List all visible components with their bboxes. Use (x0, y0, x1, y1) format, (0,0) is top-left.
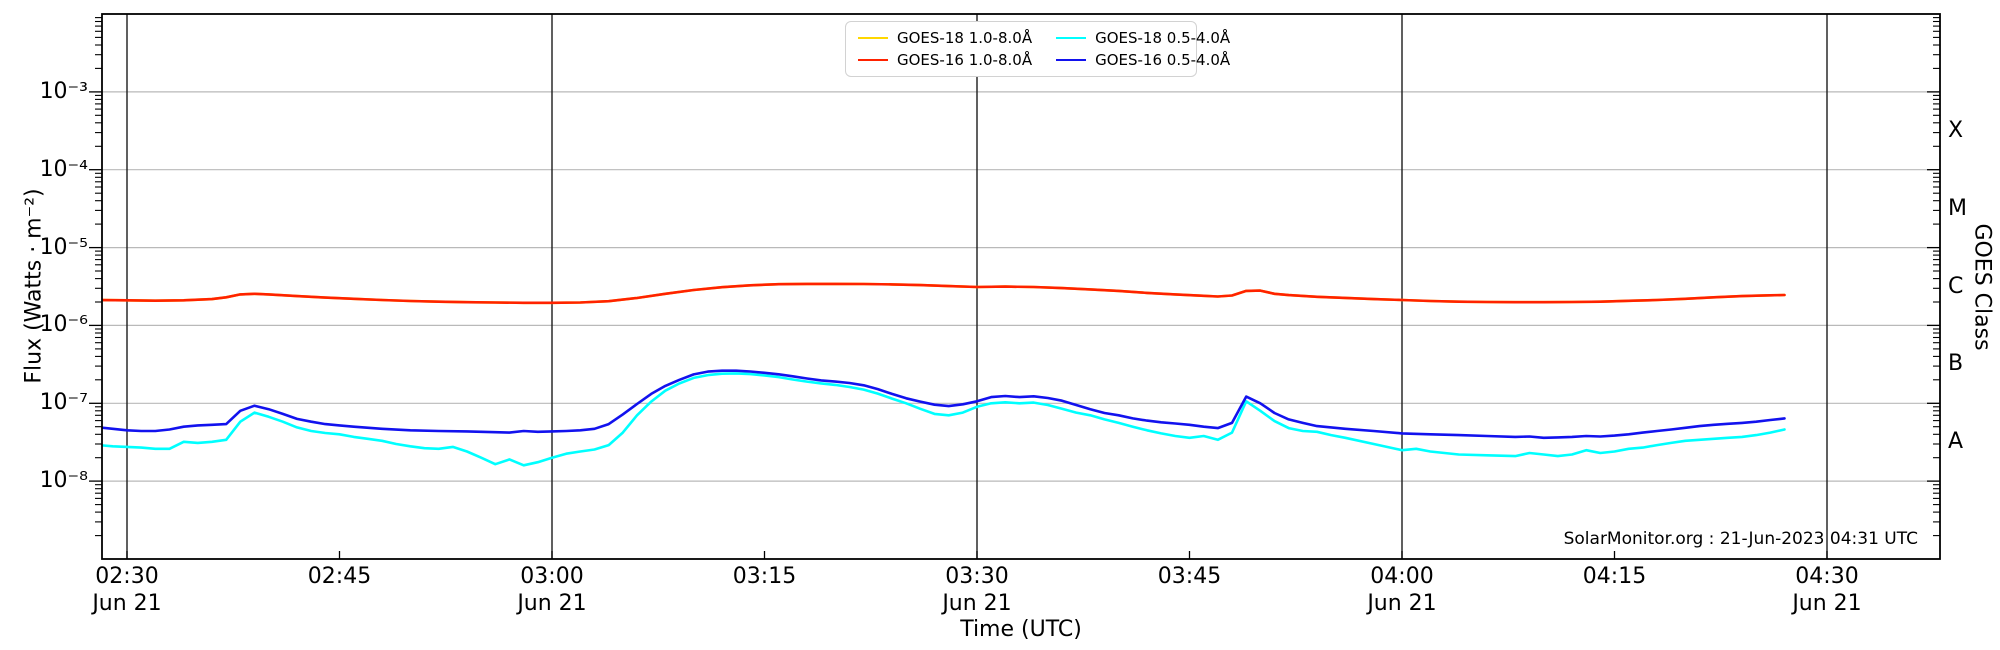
x-tick-label: 04:15 (1582, 564, 1647, 589)
legend-item: GOES-16 1.0-8.0Å (858, 51, 1032, 69)
legend-line-swatch (1056, 59, 1087, 61)
goes-class-letter: B (1948, 351, 1964, 377)
goes-class-letter: X (1948, 117, 1964, 143)
source-timestamp-annotation: SolarMonitor.org : 21-Jun-2023 04:31 UTC (1563, 529, 1918, 549)
y-tick-label: 10⁻⁴ (39, 156, 88, 182)
legend-line-swatch (858, 59, 888, 61)
legend-label: GOES-18 1.0-8.0Å (897, 29, 1033, 47)
legend-item: GOES-18 1.0-8.0Å (858, 29, 1032, 47)
x-tick-label: 02:30 (95, 564, 159, 589)
y-tick-label: 10⁻⁷ (39, 390, 88, 416)
x-tick-date-label: Jun 21 (92, 591, 162, 616)
y-tick-label: 10⁻⁵ (39, 234, 88, 260)
x-tick-label: 03:15 (732, 564, 797, 589)
x-axis-title: Time (UTC) (960, 617, 1082, 642)
y-tick-label: 10⁻⁸ (39, 468, 88, 494)
series-line-goes-16-1-0-8-0- (102, 282, 1786, 305)
x-tick-date-label: Jun 21 (942, 591, 1012, 616)
x-tick-label: 03:45 (1157, 564, 1222, 589)
y-tick-label: 10⁻³ (39, 78, 88, 104)
goes-class-letter: M (1948, 195, 1967, 221)
x-tick-date-label: Jun 21 (1792, 591, 1862, 616)
series-line-goes-18-0-5-4-0- (102, 372, 1786, 467)
x-tick-label: 03:30 (945, 564, 1009, 589)
x-tick-label: 03:00 (520, 564, 584, 589)
x-tick-date-label: Jun 21 (1367, 591, 1437, 616)
plot-frame (101, 13, 1941, 560)
series-line-goes-16-0-5-4-0- (102, 369, 1786, 440)
legend-item: GOES-16 0.5-4.0Å (1056, 51, 1230, 69)
legend: GOES-18 1.0-8.0Å GOES-16 1.0-8.0Å GOES-18 … (845, 21, 1230, 77)
x-tick-label: 04:30 (1795, 564, 1859, 589)
x-tick-label: 04:00 (1370, 564, 1434, 589)
x-tick-date-label: Jun 21 (517, 591, 587, 616)
legend-line-swatch (1056, 37, 1087, 39)
goes-class-letter: A (1948, 429, 1964, 455)
legend-label: GOES-16 0.5-4.0Å (1095, 51, 1231, 69)
x-tick-label: 02:45 (307, 564, 372, 589)
y-axis-title: Flux (Watts · m⁻²) (21, 188, 47, 384)
legend-item: GOES-18 0.5-4.0Å (1056, 29, 1230, 47)
goes-class-letter: C (1948, 273, 1964, 299)
legend-line-swatch (858, 37, 888, 39)
legend-label: GOES-18 0.5-4.0Å (1095, 29, 1231, 47)
right-y-axis-title: GOES Class (1969, 223, 1995, 351)
legend-label: GOES-16 1.0-8.0Å (897, 51, 1033, 69)
y-tick-label: 10⁻⁶ (39, 312, 88, 338)
